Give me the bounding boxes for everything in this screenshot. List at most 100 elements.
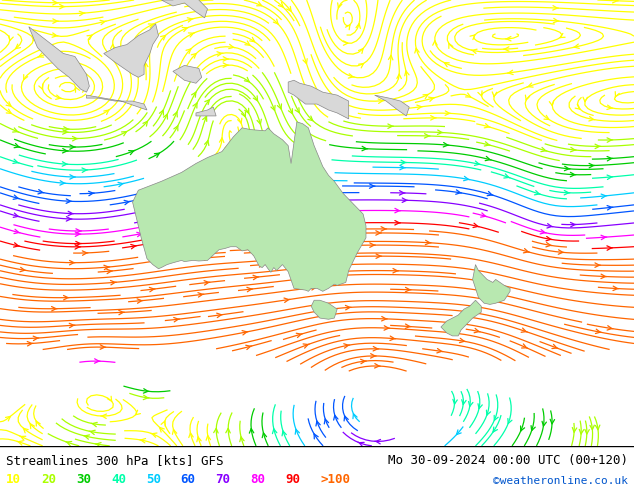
Polygon shape [173, 65, 202, 83]
FancyArrowPatch shape [6, 109, 11, 113]
FancyArrowPatch shape [225, 145, 229, 150]
FancyArrowPatch shape [189, 433, 193, 438]
FancyArrowPatch shape [607, 326, 613, 330]
FancyArrowPatch shape [75, 87, 79, 92]
FancyArrowPatch shape [139, 439, 146, 443]
FancyArrowPatch shape [429, 97, 435, 101]
FancyArrowPatch shape [271, 217, 278, 221]
FancyArrowPatch shape [333, 415, 338, 420]
FancyArrowPatch shape [13, 213, 19, 218]
FancyArrowPatch shape [52, 33, 58, 37]
FancyArrowPatch shape [595, 263, 600, 268]
FancyArrowPatch shape [13, 243, 20, 247]
FancyArrowPatch shape [75, 232, 81, 236]
FancyArrowPatch shape [415, 48, 419, 53]
FancyArrowPatch shape [310, 265, 316, 270]
FancyArrowPatch shape [303, 344, 309, 348]
FancyArrowPatch shape [6, 416, 10, 421]
FancyArrowPatch shape [444, 63, 450, 67]
Polygon shape [311, 300, 337, 319]
FancyArrowPatch shape [559, 250, 564, 254]
FancyArrowPatch shape [507, 70, 513, 74]
FancyArrowPatch shape [94, 359, 100, 363]
FancyArrowPatch shape [107, 396, 112, 401]
FancyArrowPatch shape [278, 240, 283, 244]
FancyArrowPatch shape [17, 441, 23, 445]
FancyArrowPatch shape [229, 44, 235, 49]
FancyArrowPatch shape [143, 121, 148, 126]
FancyArrowPatch shape [553, 6, 559, 10]
FancyArrowPatch shape [521, 426, 524, 431]
FancyArrowPatch shape [493, 427, 498, 432]
FancyArrowPatch shape [229, 202, 235, 207]
FancyArrowPatch shape [433, 41, 437, 45]
FancyArrowPatch shape [66, 199, 72, 203]
FancyArrowPatch shape [257, 119, 261, 124]
FancyArrowPatch shape [527, 83, 533, 87]
Text: Mo 30-09-2024 00:00 UTC (00+120): Mo 30-09-2024 00:00 UTC (00+120) [387, 454, 628, 467]
FancyArrowPatch shape [382, 317, 387, 321]
FancyArrowPatch shape [100, 345, 106, 349]
FancyArrowPatch shape [417, 105, 423, 109]
FancyArrowPatch shape [375, 440, 380, 444]
FancyArrowPatch shape [585, 429, 589, 434]
FancyArrowPatch shape [14, 229, 20, 234]
FancyArrowPatch shape [504, 174, 510, 178]
FancyArrowPatch shape [295, 108, 299, 113]
FancyArrowPatch shape [540, 230, 546, 234]
FancyArrowPatch shape [16, 44, 20, 49]
FancyArrowPatch shape [100, 20, 106, 24]
FancyArrowPatch shape [95, 442, 101, 447]
FancyArrowPatch shape [338, 3, 342, 8]
FancyArrowPatch shape [402, 198, 408, 202]
FancyArrowPatch shape [486, 410, 491, 415]
Polygon shape [288, 80, 349, 119]
FancyArrowPatch shape [505, 36, 511, 41]
FancyArrowPatch shape [244, 77, 249, 82]
FancyArrowPatch shape [607, 175, 613, 179]
FancyArrowPatch shape [310, 254, 316, 258]
FancyArrowPatch shape [159, 110, 164, 115]
FancyArrowPatch shape [38, 190, 44, 194]
FancyArrowPatch shape [69, 323, 75, 328]
FancyArrowPatch shape [33, 35, 37, 40]
FancyArrowPatch shape [401, 160, 406, 165]
FancyArrowPatch shape [521, 328, 527, 332]
FancyArrowPatch shape [405, 324, 411, 328]
FancyArrowPatch shape [137, 232, 143, 237]
FancyArrowPatch shape [242, 331, 248, 335]
FancyArrowPatch shape [13, 195, 19, 199]
FancyArrowPatch shape [316, 421, 320, 426]
FancyArrowPatch shape [82, 251, 88, 255]
FancyArrowPatch shape [203, 116, 207, 122]
FancyArrowPatch shape [327, 203, 332, 208]
FancyArrowPatch shape [485, 156, 491, 161]
FancyArrowPatch shape [107, 269, 112, 273]
FancyArrowPatch shape [362, 147, 368, 151]
FancyArrowPatch shape [65, 441, 72, 446]
FancyArrowPatch shape [399, 191, 405, 195]
Polygon shape [86, 95, 147, 110]
FancyArrowPatch shape [249, 428, 254, 433]
FancyArrowPatch shape [148, 24, 155, 28]
FancyArrowPatch shape [282, 431, 287, 436]
FancyArrowPatch shape [226, 428, 230, 433]
FancyArrowPatch shape [473, 223, 479, 227]
FancyArrowPatch shape [257, 2, 262, 6]
FancyArrowPatch shape [607, 105, 613, 109]
FancyArrowPatch shape [229, 166, 235, 171]
FancyArrowPatch shape [228, 213, 234, 217]
FancyArrowPatch shape [375, 364, 380, 368]
FancyArrowPatch shape [550, 419, 555, 424]
FancyArrowPatch shape [247, 287, 253, 292]
FancyArrowPatch shape [327, 178, 332, 183]
FancyArrowPatch shape [9, 36, 13, 41]
FancyArrowPatch shape [246, 345, 252, 349]
FancyArrowPatch shape [63, 148, 68, 153]
FancyArrowPatch shape [84, 435, 89, 439]
FancyArrowPatch shape [75, 77, 81, 81]
FancyArrowPatch shape [289, 231, 295, 235]
Polygon shape [162, 0, 207, 18]
FancyArrowPatch shape [308, 116, 313, 121]
FancyArrowPatch shape [503, 47, 509, 51]
